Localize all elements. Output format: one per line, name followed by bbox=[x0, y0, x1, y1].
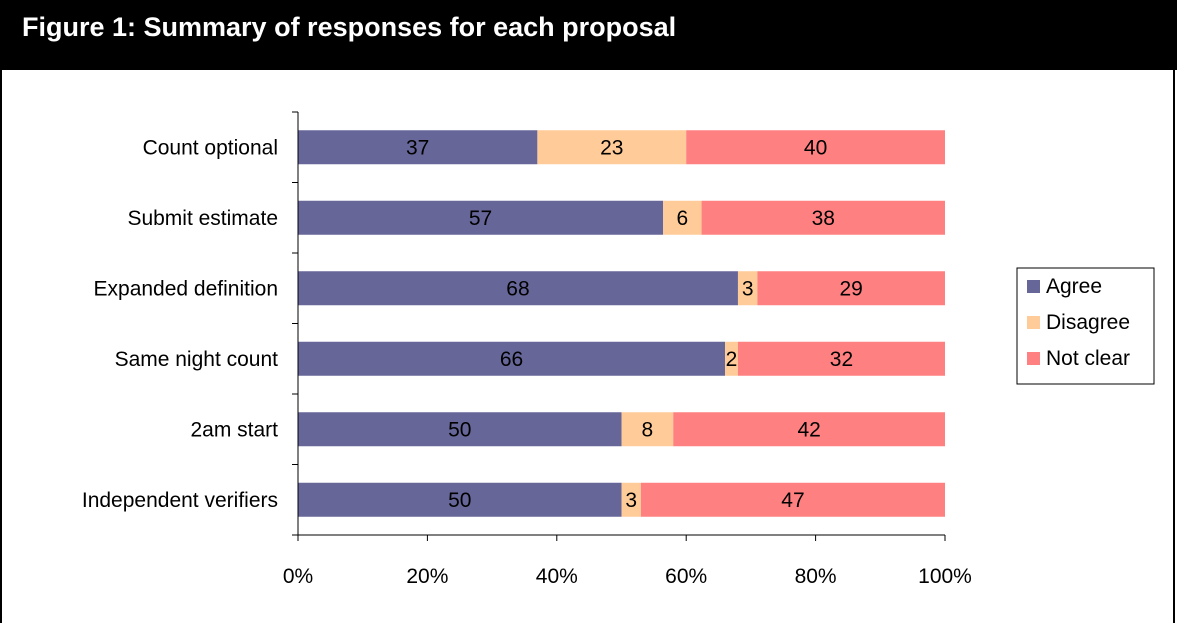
legend-swatch-disagree bbox=[1027, 316, 1040, 329]
bar-disagree-independent-verifiers bbox=[621, 482, 641, 517]
bar-not-clear-independent-verifiers bbox=[640, 482, 945, 517]
figure-title: Figure 1: Summary of responses for each … bbox=[22, 12, 677, 42]
data-label: 6 bbox=[677, 207, 689, 230]
category-label-count-optional: Count optional bbox=[143, 136, 278, 159]
bar-agree-count-optional bbox=[298, 130, 538, 165]
data-label: 2 bbox=[726, 348, 738, 371]
data-label: 38 bbox=[812, 207, 835, 230]
bar-agree-submit-estimate bbox=[298, 200, 664, 235]
x-tick-label: 20% bbox=[406, 565, 448, 588]
data-label: 37 bbox=[406, 136, 429, 159]
title-bar: Figure 1: Summary of responses for each … bbox=[0, 0, 1177, 70]
bar-not-clear-count-optional bbox=[686, 130, 945, 165]
data-label: 29 bbox=[840, 277, 863, 300]
bar-disagree-2am-start bbox=[621, 412, 674, 447]
x-tick-label: 80% bbox=[795, 565, 837, 588]
data-label: 50 bbox=[448, 489, 471, 512]
category-label-2am-start: 2am start bbox=[190, 418, 278, 441]
bar-not-clear-expanded-definition bbox=[757, 271, 945, 306]
bar-agree-2am-start bbox=[298, 412, 622, 447]
legend-swatch-agree bbox=[1027, 280, 1040, 293]
data-label: 3 bbox=[742, 277, 754, 300]
bar-disagree-submit-estimate bbox=[663, 200, 702, 235]
bar-disagree-same-night-count bbox=[725, 341, 738, 376]
category-label-independent-verifiers: Independent verifiers bbox=[82, 489, 278, 512]
category-label-submit-estimate: Submit estimate bbox=[127, 207, 278, 230]
data-label: 42 bbox=[797, 418, 820, 441]
x-tick-label: 0% bbox=[283, 565, 313, 588]
bar-not-clear-2am-start bbox=[673, 412, 945, 447]
data-label: 8 bbox=[642, 418, 654, 441]
bar-agree-independent-verifiers bbox=[298, 482, 622, 517]
legend-label-agree: Agree bbox=[1046, 275, 1102, 298]
data-label: 47 bbox=[781, 489, 804, 512]
bars-layer: 37 23 40 57 6 38 68 3 29 66 2 32 50 8 42 50 3 47 bbox=[298, 130, 945, 517]
data-label: 32 bbox=[830, 348, 853, 371]
data-label: 40 bbox=[804, 136, 827, 159]
data-label: 50 bbox=[448, 418, 471, 441]
data-label: 23 bbox=[600, 136, 623, 159]
bar-not-clear-same-night-count bbox=[737, 341, 945, 376]
legend-label-not-clear: Not clear bbox=[1046, 347, 1130, 370]
data-label: 66 bbox=[500, 348, 523, 371]
legend: Agree Disagree Not clear bbox=[1016, 267, 1155, 385]
bar-disagree-count-optional bbox=[537, 130, 687, 165]
bar-agree-expanded-definition bbox=[298, 271, 738, 306]
legend-swatch-not-clear bbox=[1027, 352, 1040, 365]
data-label: 3 bbox=[625, 489, 637, 512]
data-label: 57 bbox=[469, 207, 492, 230]
bar-agree-same-night-count bbox=[298, 341, 726, 376]
axes-layer: Count optional Submit estimate Expanded de… bbox=[82, 111, 972, 588]
bar-not-clear-submit-estimate bbox=[701, 200, 945, 235]
x-tick-label: 60% bbox=[665, 565, 707, 588]
bar-disagree-expanded-definition bbox=[737, 271, 758, 306]
category-label-expanded-definition: Expanded definition bbox=[94, 277, 278, 300]
x-tick-label: 100% bbox=[918, 565, 972, 588]
x-tick-label: 40% bbox=[536, 565, 578, 588]
data-label: 68 bbox=[506, 277, 529, 300]
legend-label-disagree: Disagree bbox=[1046, 311, 1130, 334]
category-label-same-night-count: Same night count bbox=[115, 348, 279, 371]
